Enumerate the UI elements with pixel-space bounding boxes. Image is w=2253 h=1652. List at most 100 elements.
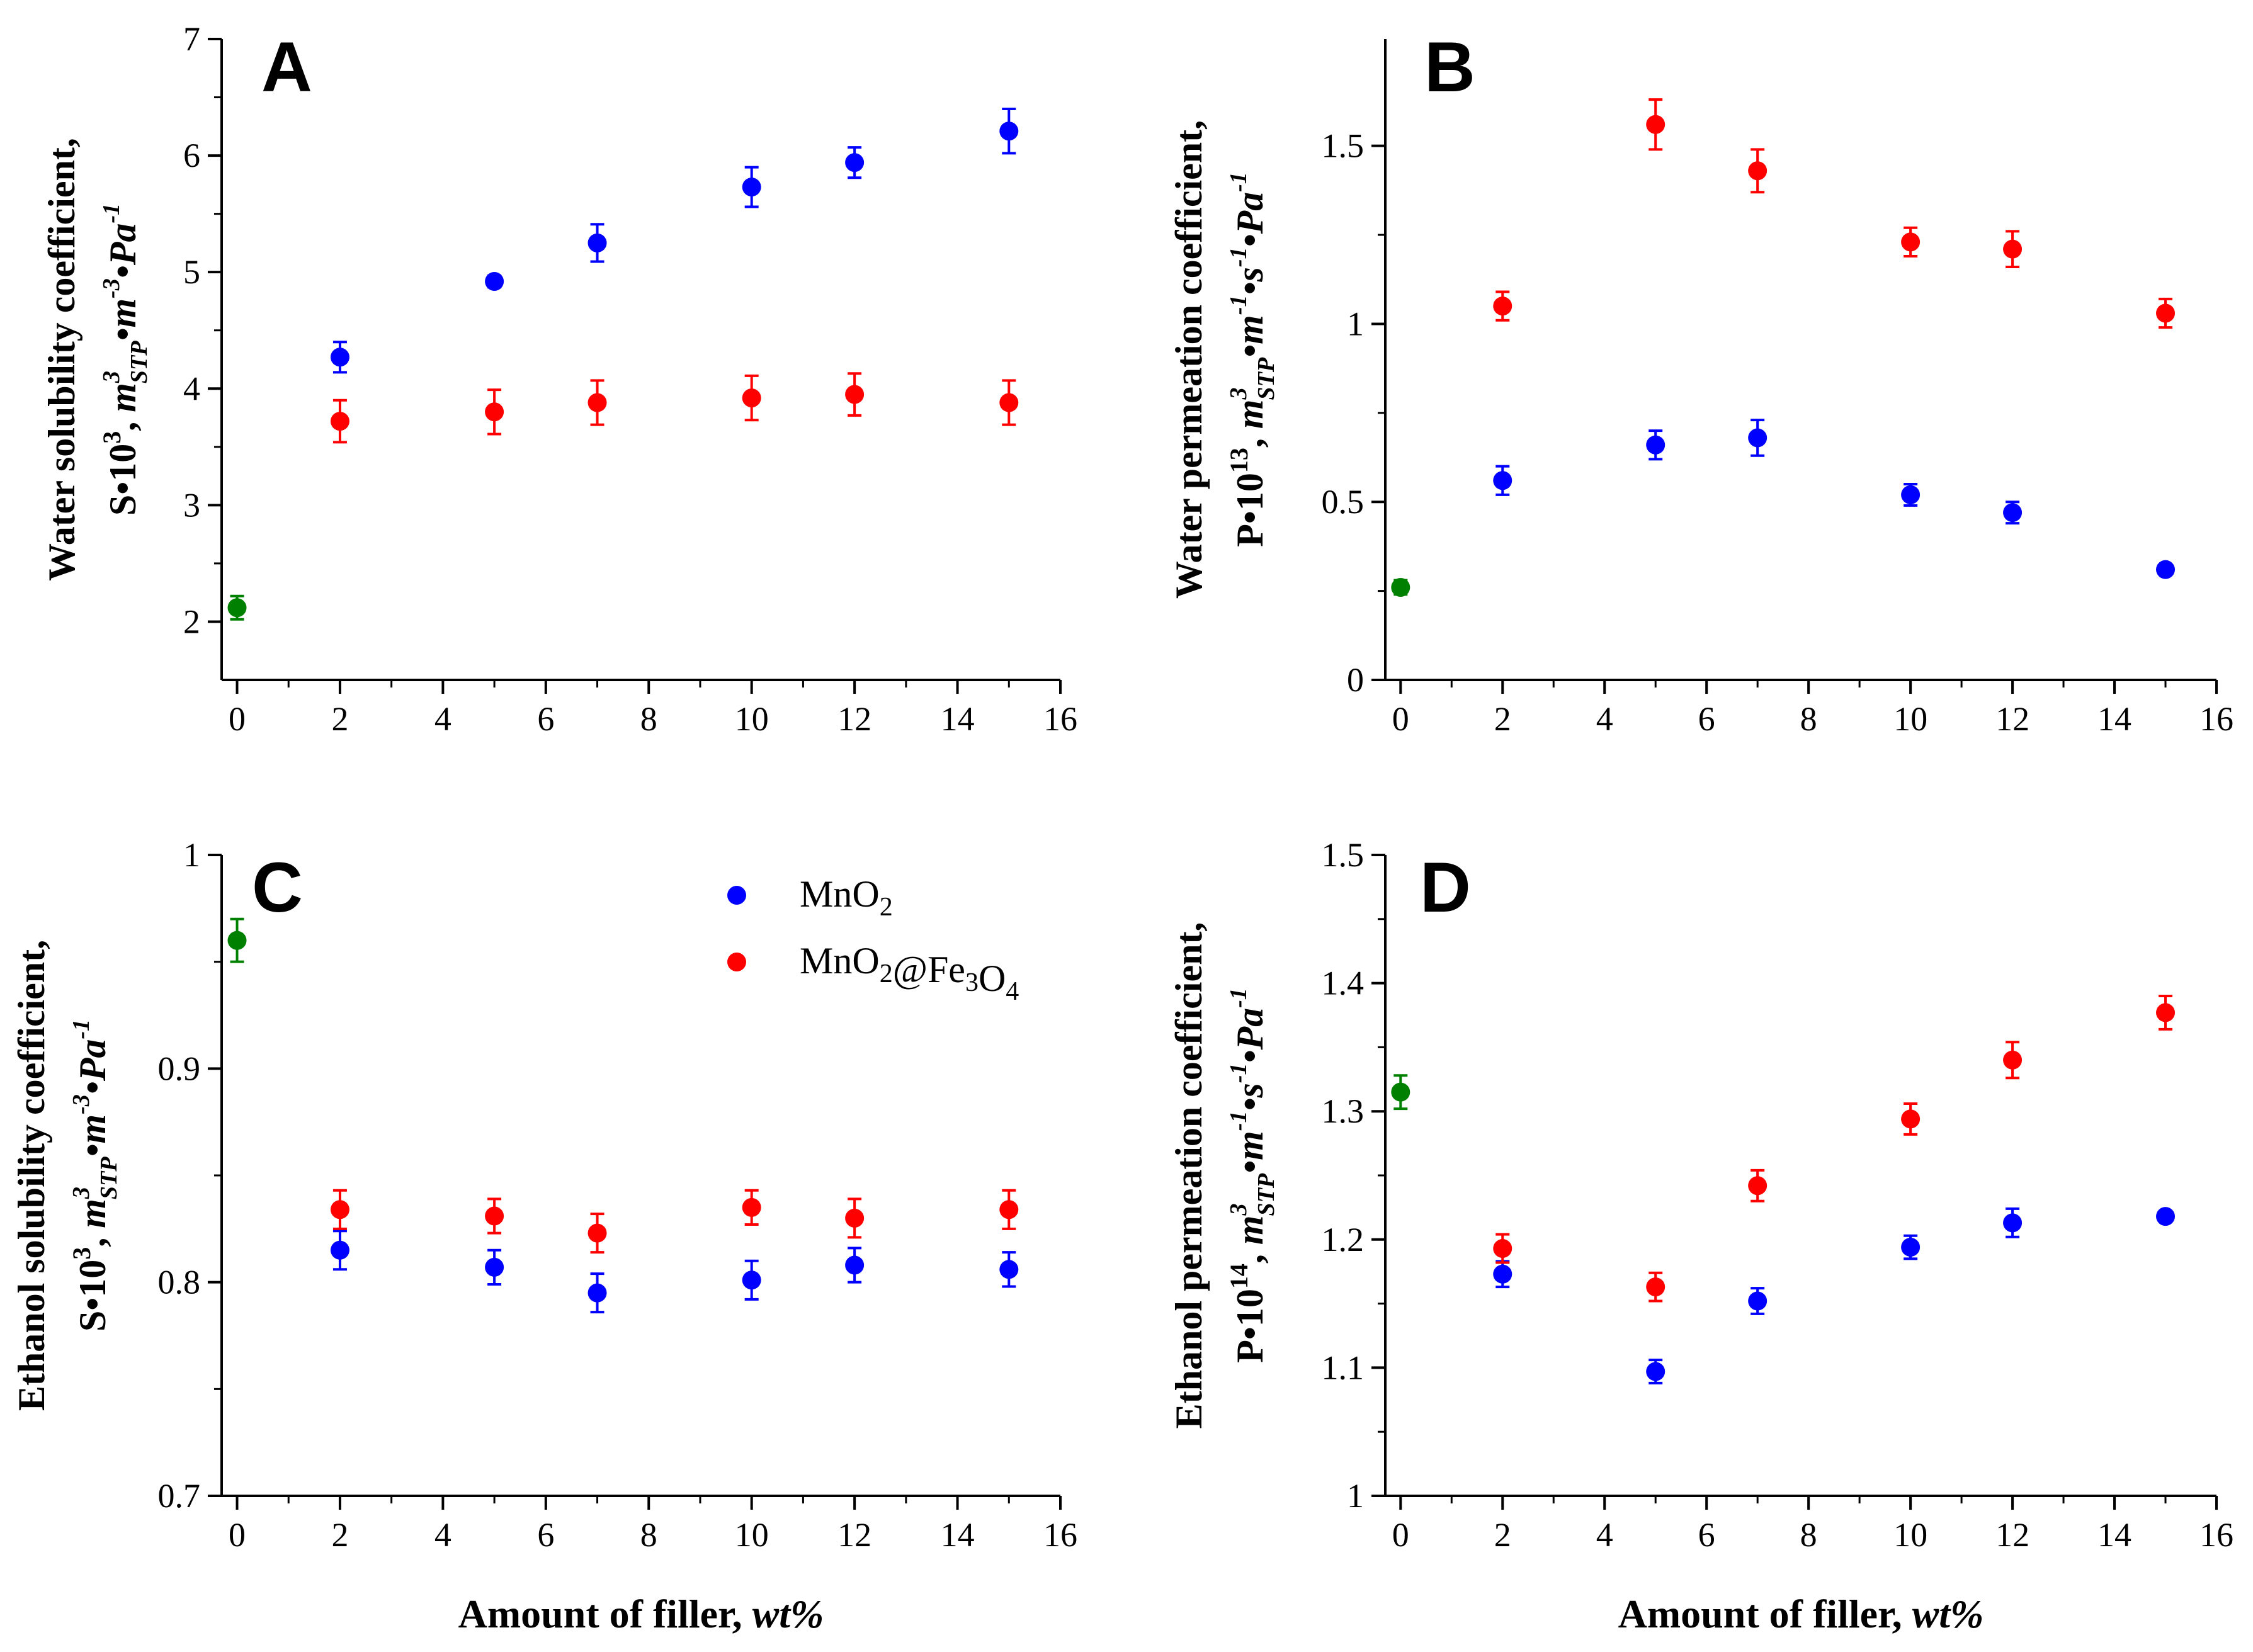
x-tick-label: 6 [1698,1516,1715,1554]
data-point [227,931,247,950]
data-point [742,1197,761,1217]
x-tick-label: 0 [229,1516,246,1554]
data-point [1646,1277,1666,1297]
x-tick-label: 14 [2097,1516,2131,1554]
data-point [999,1200,1019,1219]
x-tick-label: 12 [837,700,871,738]
data-point [1646,115,1666,134]
x-tick-label: 16 [1043,1516,1077,1554]
series-MnO2 [330,1230,1019,1314]
x-tick-label: 2 [1494,1516,1511,1554]
data-point [2003,1213,2023,1233]
series-MnO2@Fe3O4 [330,372,1019,444]
data-point [845,153,865,173]
data-point [2003,503,2023,523]
data-point [2156,303,2176,323]
x-tick-label: 4 [1596,700,1613,738]
data-point [742,388,761,408]
data-point [2156,1003,2176,1022]
legend-label: MnO2@Fe3O4 [800,940,1019,1006]
y-tick-label: 5 [183,253,200,291]
data-point [1391,577,1410,597]
data-point [587,1223,607,1243]
data-point [2003,239,2023,259]
data-point [1493,297,1512,316]
series-MnO2 [330,108,1019,374]
x-tick-label: 12 [1995,1516,2029,1554]
y-axis-title-line2: S•103, m3STP•m-3•Pa-1 [67,1019,122,1332]
panel-letter: D [1420,848,1471,927]
x-tick-label: 10 [1893,1516,1927,1554]
data-point [1748,1176,1768,1196]
data-point [587,393,607,412]
panel-A: 0 2 4 6 8 10 12 14 16 2 3 4 5 6 7 Water solubility coef… [41,20,1077,738]
series-pristine [1391,577,1410,597]
data-point [1646,1362,1666,1381]
x-tick-label: 2 [1494,700,1511,738]
y-tick-label: 0 [1347,661,1364,699]
data-point [485,1257,504,1277]
data-point [999,122,1019,141]
x-axis-title: Amount of filler, wt% [1618,1592,1984,1636]
x-tick-label: 14 [941,1516,975,1554]
y-tick-label: 7 [183,20,200,58]
legend-marker [727,886,746,905]
data-point [2003,1050,2023,1070]
legend-label: MnO2 [800,873,893,922]
data-point [1391,1082,1410,1102]
panel-D: 0 2 4 6 8 10 12 14 16 1 1.1 1.2 1.3 1.4 1.5 Ethanol per… [1168,836,2233,1554]
data-point [1901,1238,1921,1257]
y-tick-label: 1.5 [1322,127,1365,165]
y-tick-label: 4 [183,370,200,407]
data-point [330,348,349,367]
data-point [227,598,247,618]
x-tick-label: 4 [1596,1516,1613,1554]
y-tick-label: 3 [183,486,200,524]
y-tick-label: 1 [1347,305,1364,342]
x-tick-label: 6 [537,700,554,738]
data-point [999,1260,1019,1279]
data-point [2156,1207,2176,1226]
x-tick-label: 0 [1392,1516,1409,1554]
y-axis-title-line1: Ethanol permeation coefficient, [1168,922,1210,1429]
series-MnO2 [1493,419,2176,579]
x-tick-label: 8 [640,1516,657,1554]
x-tick-label: 14 [2097,700,2131,738]
series-pristine [227,594,247,621]
panel-letter: C [252,848,303,927]
data-point [485,271,504,291]
series-MnO2@Fe3O4 [1493,98,2176,329]
x-tick-label: 8 [640,700,657,738]
data-point [485,1206,504,1226]
y-axis-title-line1: Ethanol solubility coefficient, [11,940,52,1411]
y-tick-label: 1.3 [1322,1092,1365,1130]
series-MnO2@Fe3O4 [330,1189,1019,1254]
data-point [587,233,607,252]
x-tick-label: 0 [1392,700,1409,738]
panel-letter: B [1424,28,1475,106]
data-point [1901,485,1921,504]
x-tick-label: 10 [735,1516,769,1554]
series-MnO2 [1493,1207,2176,1384]
y-tick-label: 0.8 [158,1264,201,1301]
data-point [1748,161,1768,181]
data-point [1748,428,1768,448]
y-tick-label: 1.5 [1322,836,1365,874]
x-tick-label: 10 [1893,700,1927,738]
data-point [742,178,761,197]
y-tick-label: 1 [1347,1477,1364,1515]
x-tick-label: 8 [1800,1516,1817,1554]
data-point [1901,1109,1921,1129]
data-point [1493,1264,1512,1284]
x-tick-label: 16 [2199,1516,2233,1554]
data-point [1748,1291,1768,1311]
series-MnO2@Fe3O4 [1493,994,2176,1303]
panel-C: 0 2 4 6 8 10 12 14 16 0.7 0.8 0.9 1 Ethanol solubilit… [11,836,1077,1554]
y-axis-title-line2: P•1013, m3STP•m-1•s-1•Pa-1 [1225,172,1280,547]
data-point [330,412,349,431]
x-tick-label: 6 [1698,700,1715,738]
x-axis-title: Amount of filler, wt% [458,1592,824,1636]
y-tick-label: 0.9 [158,1049,201,1087]
y-tick-label: 2 [183,603,200,640]
